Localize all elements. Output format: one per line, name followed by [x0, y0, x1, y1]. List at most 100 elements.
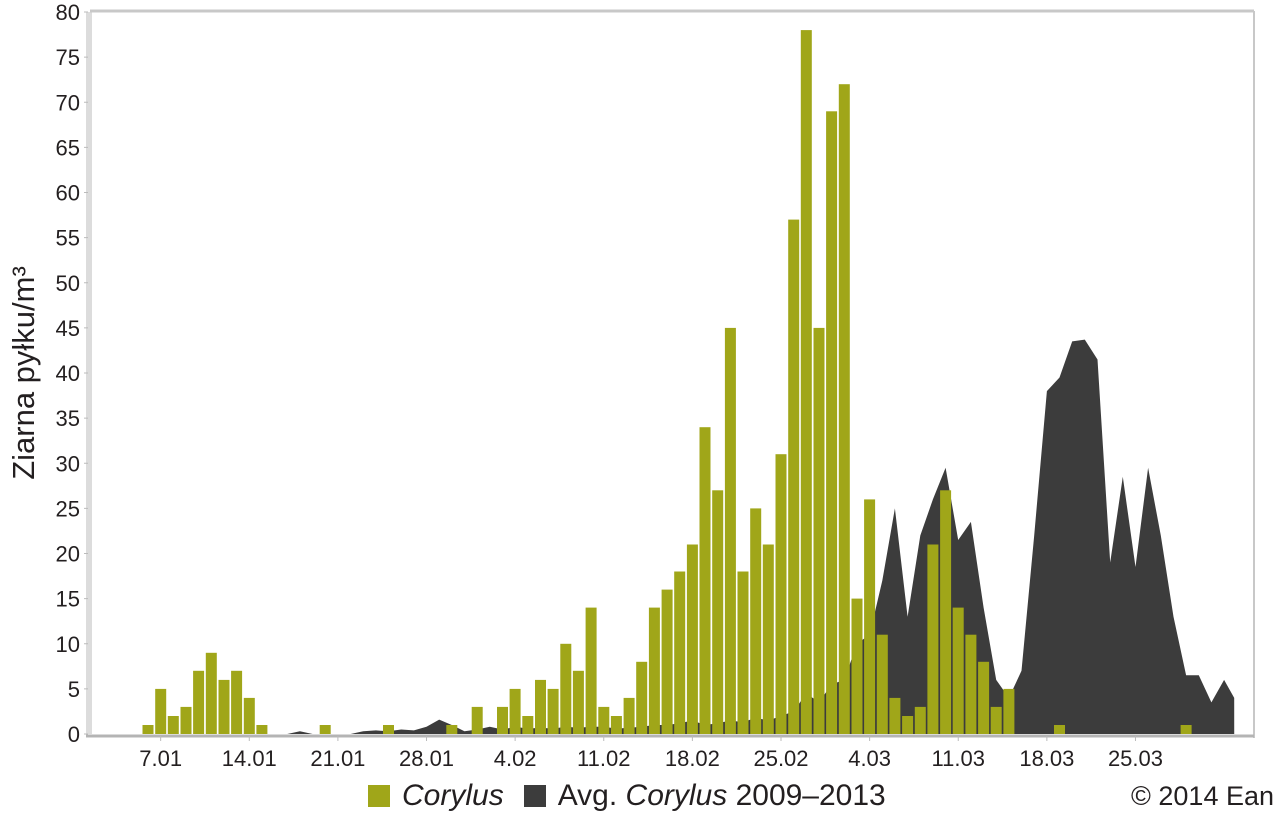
corylus-bar — [940, 490, 952, 734]
legend-item-average: Avg. Corylus 2009–2013 — [523, 779, 886, 813]
corylus-bar — [142, 725, 154, 734]
corylus-bar — [876, 634, 888, 734]
plot-frame — [86, 9, 1255, 738]
legend: Corylus Avg. Corylus 2009–2013 — [368, 776, 906, 816]
corylus-bar — [167, 716, 179, 734]
y-tick-label: 65 — [56, 135, 80, 160]
legend-label-average-prefix: Avg. — [557, 779, 626, 812]
corylus-bar — [927, 544, 939, 734]
x-tick-label: 4.02 — [494, 746, 537, 771]
y-tick-label: 20 — [56, 542, 80, 567]
corylus-bar — [724, 327, 736, 734]
corylus-bar — [636, 661, 648, 734]
average-area-series — [287, 339, 1235, 734]
corylus-bar — [750, 508, 762, 734]
legend-item-corylus: Corylus — [368, 779, 504, 813]
x-tick-label: 11.02 — [577, 746, 630, 771]
corylus-bar — [497, 706, 508, 734]
corylus-bar — [788, 219, 800, 735]
x-tick-label: 14.01 — [222, 746, 277, 771]
x-tick-label: 7.01 — [139, 746, 182, 771]
corylus-bar — [686, 544, 698, 734]
corylus-bar — [471, 706, 483, 734]
y-tick-label: 30 — [56, 451, 80, 476]
y-tick-label: 60 — [56, 181, 80, 206]
corylus-bar — [572, 670, 584, 734]
corylus-bar — [256, 725, 268, 734]
corylus-bar — [1054, 725, 1065, 734]
corylus-bar — [914, 706, 926, 734]
corylus-bar — [319, 725, 331, 734]
corylus-bar — [674, 571, 686, 734]
corylus-bar — [446, 725, 458, 734]
x-tick-label: 28.01 — [399, 746, 454, 771]
y-tick-label: 50 — [56, 271, 80, 296]
corylus-bar — [547, 688, 559, 734]
y-tick-label: 35 — [56, 406, 80, 431]
corylus-bar — [889, 697, 901, 734]
corylus-bar — [205, 652, 217, 734]
corylus-bar — [193, 670, 205, 734]
corylus-bar — [902, 716, 914, 734]
corylus-bar — [231, 670, 243, 734]
x-tick-label: 4.03 — [848, 746, 891, 771]
corylus-bar — [661, 589, 673, 734]
corylus-bar — [813, 327, 825, 734]
y-tick-label: 10 — [56, 632, 80, 657]
y-tick-label: 5 — [68, 677, 80, 702]
corylus-bar — [851, 598, 863, 734]
x-tick-label: 21.01 — [310, 746, 365, 771]
y-tick-label: 45 — [56, 316, 80, 341]
corylus-bar — [965, 634, 977, 734]
legend-label-corylus: Corylus — [402, 779, 504, 812]
pollen-chart: 0 5 10 15 20 25 30 35 40 45 50 55 60 65 70 75 80 7.01 14.… — [6, 0, 1255, 771]
corylus-bar — [952, 607, 964, 734]
corylus-bar — [535, 679, 546, 734]
corylus-bar — [762, 544, 774, 734]
corylus-bar — [1003, 688, 1015, 734]
x-tick-label: 11.03 — [932, 746, 985, 771]
x-tick-label: 18.03 — [1019, 746, 1074, 771]
y-axis-line — [86, 12, 92, 734]
corylus-bar — [155, 688, 167, 734]
corylus-bar — [864, 499, 876, 734]
y-tick-label: 0 — [68, 722, 80, 747]
corylus-bar — [990, 706, 1002, 734]
y-tick-label: 80 — [56, 0, 80, 25]
y-tick-label: 70 — [56, 90, 80, 115]
x-tick-label: 25.03 — [1108, 746, 1163, 771]
legend-label-average-suffix: 2009–2013 — [727, 779, 886, 812]
legend-label-average-genus: Corylus — [625, 779, 728, 812]
corylus-bar — [699, 427, 711, 734]
y-tick-label: 40 — [56, 361, 80, 386]
corylus-bar — [737, 571, 749, 734]
legend-swatch-average — [523, 785, 546, 807]
corylus-bar — [826, 111, 838, 735]
corylus-bar — [623, 697, 635, 734]
corylus-bar — [560, 643, 572, 735]
x-axis: 7.01 14.01 21.01 28.01 4.02 11.02 18.02 25.02 4.… — [86, 734, 1254, 771]
corylus-bar — [218, 679, 230, 734]
corylus-bar — [598, 706, 610, 734]
x-tick-label: 25.02 — [753, 746, 808, 771]
corylus-bar — [180, 706, 192, 734]
corylus-bar — [610, 716, 622, 734]
legend-swatch-corylus — [368, 785, 390, 807]
corylus-bar — [648, 607, 660, 734]
copyright-notice: © 2014 Ean — [1131, 781, 1275, 811]
corylus-bar — [775, 454, 787, 734]
corylus-bar — [243, 697, 255, 734]
corylus-bar — [1180, 725, 1192, 734]
corylus-bar — [522, 716, 534, 734]
y-axis: 0 5 10 15 20 25 30 35 40 45 50 55 60 65 70 75 80 — [56, 0, 88, 747]
y-axis-label: Ziarna pyłku/m³ — [6, 266, 41, 480]
corylus-bar — [838, 84, 850, 734]
corylus-bar — [383, 725, 394, 734]
y-tick-label: 55 — [56, 226, 80, 251]
corylus-bar — [978, 661, 990, 734]
y-tick-label: 15 — [56, 587, 80, 612]
corylus-bar — [509, 688, 521, 734]
x-tick-label: 18.02 — [665, 746, 720, 771]
corylus-bar-series — [142, 30, 1192, 735]
corylus-bar — [800, 30, 812, 735]
